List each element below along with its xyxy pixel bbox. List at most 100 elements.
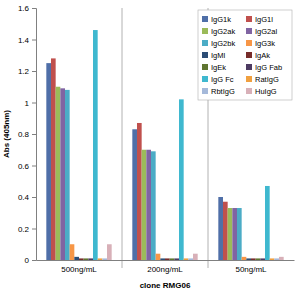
bar [51, 58, 56, 260]
y-axis: 0 0.2 0.4 0.6 0.8 1 1.2 1.4 1.6 [18, 4, 37, 265]
y-tick-mark [32, 103, 36, 104]
series [102, 258, 279, 260]
legend-swatch [202, 16, 208, 22]
legend-label: IgG1l [255, 15, 273, 24]
y-tick: 1.6 [18, 4, 36, 13]
series [60, 88, 237, 260]
bar [132, 129, 137, 260]
y-tick-label: 0.4 [18, 193, 30, 202]
bar [56, 87, 61, 260]
y-tick: 0.6 [18, 162, 36, 171]
y-axis-line [32, 9, 37, 261]
legend-label: HuIgG [255, 87, 277, 96]
bar [70, 244, 75, 260]
y-tick-label: 1.2 [18, 67, 30, 76]
legend-label: IgAk [255, 51, 270, 60]
legend-label: IgG2bk [211, 39, 235, 48]
x-axis-line [37, 260, 295, 261]
legend-swatch [246, 16, 252, 22]
y-tick: 0.8 [18, 130, 36, 139]
legend-swatch [202, 28, 208, 34]
bar [170, 258, 175, 260]
legend-label: IgMl [211, 51, 226, 60]
bar [242, 257, 247, 260]
category-separator [122, 8, 123, 268]
y-tick: 0 [25, 256, 36, 265]
bar [142, 150, 147, 260]
bar [137, 123, 142, 260]
legend-label: IgG1k [211, 15, 231, 24]
legend-item: IgEk [202, 63, 226, 72]
bar [251, 258, 256, 260]
bar [165, 258, 170, 260]
y-tick-label: 1.4 [18, 36, 30, 45]
series [74, 257, 251, 260]
y-tick-mark [32, 197, 36, 198]
legend-swatch [246, 52, 252, 58]
bar [188, 258, 193, 260]
bar [102, 258, 107, 260]
x-tick: 200ng/mL [147, 260, 183, 274]
legend-label: IgG Fc [211, 75, 234, 84]
legend-item: RbtIgG [202, 87, 235, 96]
y-tick-mark [32, 8, 36, 9]
legend-item: IgG2ak [202, 27, 235, 36]
y-tick-label: 0.6 [18, 162, 30, 171]
legend-swatch [246, 64, 252, 70]
bar [79, 258, 84, 260]
bars [46, 30, 283, 260]
bar [184, 258, 189, 260]
y-tick-mark [32, 260, 36, 261]
y-tick: 0.2 [18, 225, 36, 234]
legend-item: IgG1l [246, 15, 273, 24]
legend-swatch [246, 76, 252, 82]
legend-swatch [202, 40, 208, 46]
legend-item: IgG2al [246, 27, 277, 36]
x-tick: 50ng/mL [235, 260, 267, 274]
x-axis-title: clone RMG06 [140, 281, 191, 290]
bar [160, 258, 165, 260]
y-tick-mark [32, 40, 36, 41]
bar [156, 254, 161, 260]
x-axis: 500ng/mL 200ng/mL 50ng/mL [37, 260, 295, 274]
bar [232, 208, 237, 260]
legend-label: RbtIgG [211, 87, 235, 96]
bar [279, 257, 284, 260]
y-tick-mark [32, 134, 36, 135]
bar [84, 258, 89, 260]
legend-swatch [202, 88, 208, 94]
y-tick-mark [32, 229, 36, 230]
y-axis-title: Abs (405nm) [2, 110, 11, 158]
bar [237, 208, 242, 260]
bar [98, 258, 103, 260]
legend-swatch [202, 52, 208, 58]
legend-swatch [202, 76, 208, 82]
chart-container: 00.20.40.60.811.21.41.6500ng/mL200ng/mL5… [0, 0, 300, 300]
y-tick: 0.4 [18, 193, 36, 202]
y-tick-label: 0.2 [18, 225, 30, 234]
legend-label: IgEk [211, 63, 226, 72]
legend-item: IgG2bk [202, 39, 235, 48]
bar [260, 258, 265, 260]
y-tick: 1 [25, 99, 36, 108]
bar [151, 151, 156, 260]
bar [223, 202, 228, 260]
legend-swatch [246, 40, 252, 46]
y-tick-label: 0 [25, 256, 30, 265]
x-tick-label: 200ng/mL [147, 265, 183, 274]
legend-swatch [246, 88, 252, 94]
bar [146, 150, 151, 260]
y-tick: 1.2 [18, 67, 36, 76]
legend-label: IgG2ak [211, 27, 235, 36]
bar [65, 90, 70, 260]
bar [60, 88, 65, 260]
x-tick-label: 50ng/mL [235, 265, 267, 274]
legend-item: IgG3k [246, 39, 275, 48]
x-tick: 500ng/mL [61, 260, 97, 274]
bar [46, 63, 51, 260]
series [88, 258, 265, 260]
legend-item: IgG Fab [246, 63, 282, 72]
bar [246, 258, 251, 260]
bar [193, 254, 198, 260]
y-tick-label: 1.6 [18, 4, 30, 13]
